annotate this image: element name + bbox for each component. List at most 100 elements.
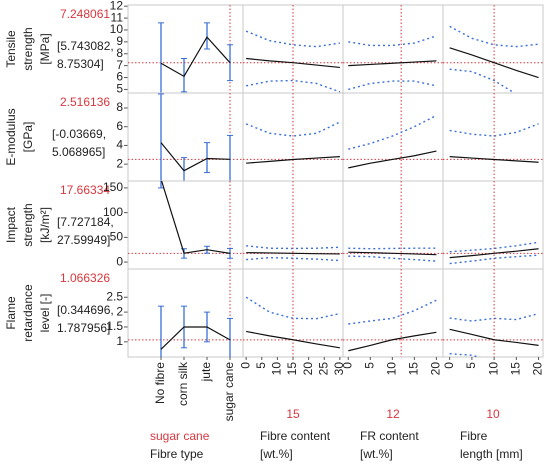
prediction-curve bbox=[246, 57, 340, 69]
mean-line bbox=[160, 326, 231, 350]
panel bbox=[127, 268, 244, 358]
x-tick-label: sugar cane bbox=[222, 362, 236, 422]
response-label: strength bbox=[21, 203, 35, 246]
confidence-interval: [5.743082, bbox=[57, 39, 114, 53]
y-tick-label: 8 bbox=[116, 46, 123, 60]
confidence-curve bbox=[348, 299, 437, 325]
x-tick-label: 20 bbox=[531, 362, 545, 376]
panel bbox=[442, 92, 544, 182]
panel bbox=[442, 4, 544, 94]
response-label: [kJ/m²] bbox=[38, 207, 52, 243]
y-tick-label: 1 bbox=[116, 334, 123, 348]
y-tick-label: 2 bbox=[116, 156, 123, 170]
response-value: 2.516136 bbox=[60, 95, 110, 109]
factor-panel bbox=[343, 181, 443, 269]
current-factor-value: sugar cane bbox=[150, 429, 210, 443]
factor-panel bbox=[243, 5, 343, 93]
prediction-curve bbox=[348, 60, 437, 67]
factor-name: length [mm] bbox=[460, 447, 523, 461]
y-tick-label: 6 bbox=[116, 119, 123, 133]
x-tick-label: 0 bbox=[238, 362, 252, 369]
factor-panel bbox=[243, 181, 343, 269]
panel bbox=[442, 268, 544, 358]
confidence-curve bbox=[245, 30, 340, 48]
confidence-curve bbox=[245, 121, 341, 137]
confidence-interval: 5.068965] bbox=[52, 145, 105, 159]
response-value: 7.248061 bbox=[60, 7, 110, 21]
response-label: E-modulus bbox=[4, 108, 18, 165]
y-tick-label: 50 bbox=[110, 230, 124, 244]
y-tick-label: 0 bbox=[116, 254, 123, 268]
prediction-curve bbox=[449, 47, 539, 79]
confidence-interval: 27.59949] bbox=[57, 233, 110, 247]
x-tick-label: No fibre bbox=[153, 362, 167, 404]
y-tick-label: 2.5 bbox=[106, 289, 123, 303]
confidence-curve bbox=[449, 25, 539, 48]
x-tick-label: 15 bbox=[407, 362, 421, 376]
response-value: 1.066326 bbox=[60, 271, 110, 285]
confidence-interval: 8.75304] bbox=[57, 57, 104, 71]
y-tick-label: 1.5 bbox=[106, 319, 123, 333]
panel bbox=[342, 268, 444, 358]
current-factor-value: 12 bbox=[386, 407, 400, 421]
factor-name: [wt.%] bbox=[360, 447, 393, 461]
factor-panel bbox=[443, 181, 543, 269]
panel bbox=[127, 180, 244, 270]
x-tick-label: 5 bbox=[464, 362, 478, 369]
response-label: retardance bbox=[21, 284, 35, 342]
confidence-curve bbox=[449, 123, 539, 137]
factor-panel bbox=[443, 93, 543, 181]
x-tick-label: 5 bbox=[362, 362, 376, 369]
confidence-curve bbox=[348, 80, 437, 91]
response-value: 17.66334 bbox=[60, 183, 110, 197]
prediction-curve bbox=[246, 252, 340, 255]
confidence-interval: 1.787956] bbox=[57, 321, 110, 335]
panel bbox=[442, 180, 544, 270]
response-label: level [-] bbox=[38, 294, 52, 333]
prediction-curve bbox=[246, 156, 340, 164]
confidence-curve bbox=[348, 35, 437, 47]
prediction-curve bbox=[449, 248, 539, 259]
fibre-type-panel bbox=[128, 93, 243, 181]
mean-line bbox=[160, 36, 231, 78]
factor-panel bbox=[443, 5, 543, 93]
confidence-curve bbox=[245, 79, 341, 93]
y-tick-label: 9 bbox=[116, 34, 123, 48]
x-tick-label: jute bbox=[199, 362, 213, 383]
factor-name: Fibre content bbox=[260, 429, 331, 443]
factor-name: FR content bbox=[360, 429, 419, 443]
y-tick-label: 4 bbox=[116, 138, 123, 152]
y-tick-label: 6 bbox=[116, 70, 123, 84]
factor-panel bbox=[343, 269, 443, 357]
x-tick-label: 0 bbox=[340, 362, 354, 369]
confidence-interval: [0.344696, bbox=[57, 303, 114, 317]
panel bbox=[342, 180, 444, 270]
y-tick-label: 7 bbox=[116, 58, 123, 72]
factor-panel bbox=[343, 93, 443, 181]
current-factor-value: 10 bbox=[486, 407, 500, 421]
response-label: Tensile bbox=[4, 30, 18, 68]
mean-line bbox=[160, 181, 231, 254]
current-factor-value: 15 bbox=[286, 407, 300, 421]
prediction-curve bbox=[348, 150, 437, 169]
confidence-curve bbox=[246, 245, 340, 250]
fibre-type-panel bbox=[128, 181, 243, 269]
y-tick-label: 10 bbox=[110, 22, 124, 36]
factor-name: Fibre type bbox=[150, 447, 204, 461]
y-tick-label: 150 bbox=[103, 180, 123, 194]
confidence-interval: [7.727184, bbox=[57, 215, 114, 229]
mean-line bbox=[160, 142, 231, 172]
prediction-curve bbox=[348, 331, 437, 352]
factor-panel bbox=[443, 269, 543, 357]
y-tick-label: 2 bbox=[116, 304, 123, 318]
confidence-interval: [-0.03669, bbox=[52, 127, 106, 141]
response-label: Impact bbox=[4, 206, 18, 243]
x-tick-label: 5 bbox=[254, 362, 268, 369]
y-tick-label: 12 bbox=[110, 0, 124, 12]
x-tick-label: 20 bbox=[301, 362, 315, 376]
response-label: Flame bbox=[4, 296, 18, 330]
x-tick-label: corn silk bbox=[176, 361, 190, 406]
panel bbox=[342, 4, 444, 94]
panel bbox=[342, 92, 444, 182]
